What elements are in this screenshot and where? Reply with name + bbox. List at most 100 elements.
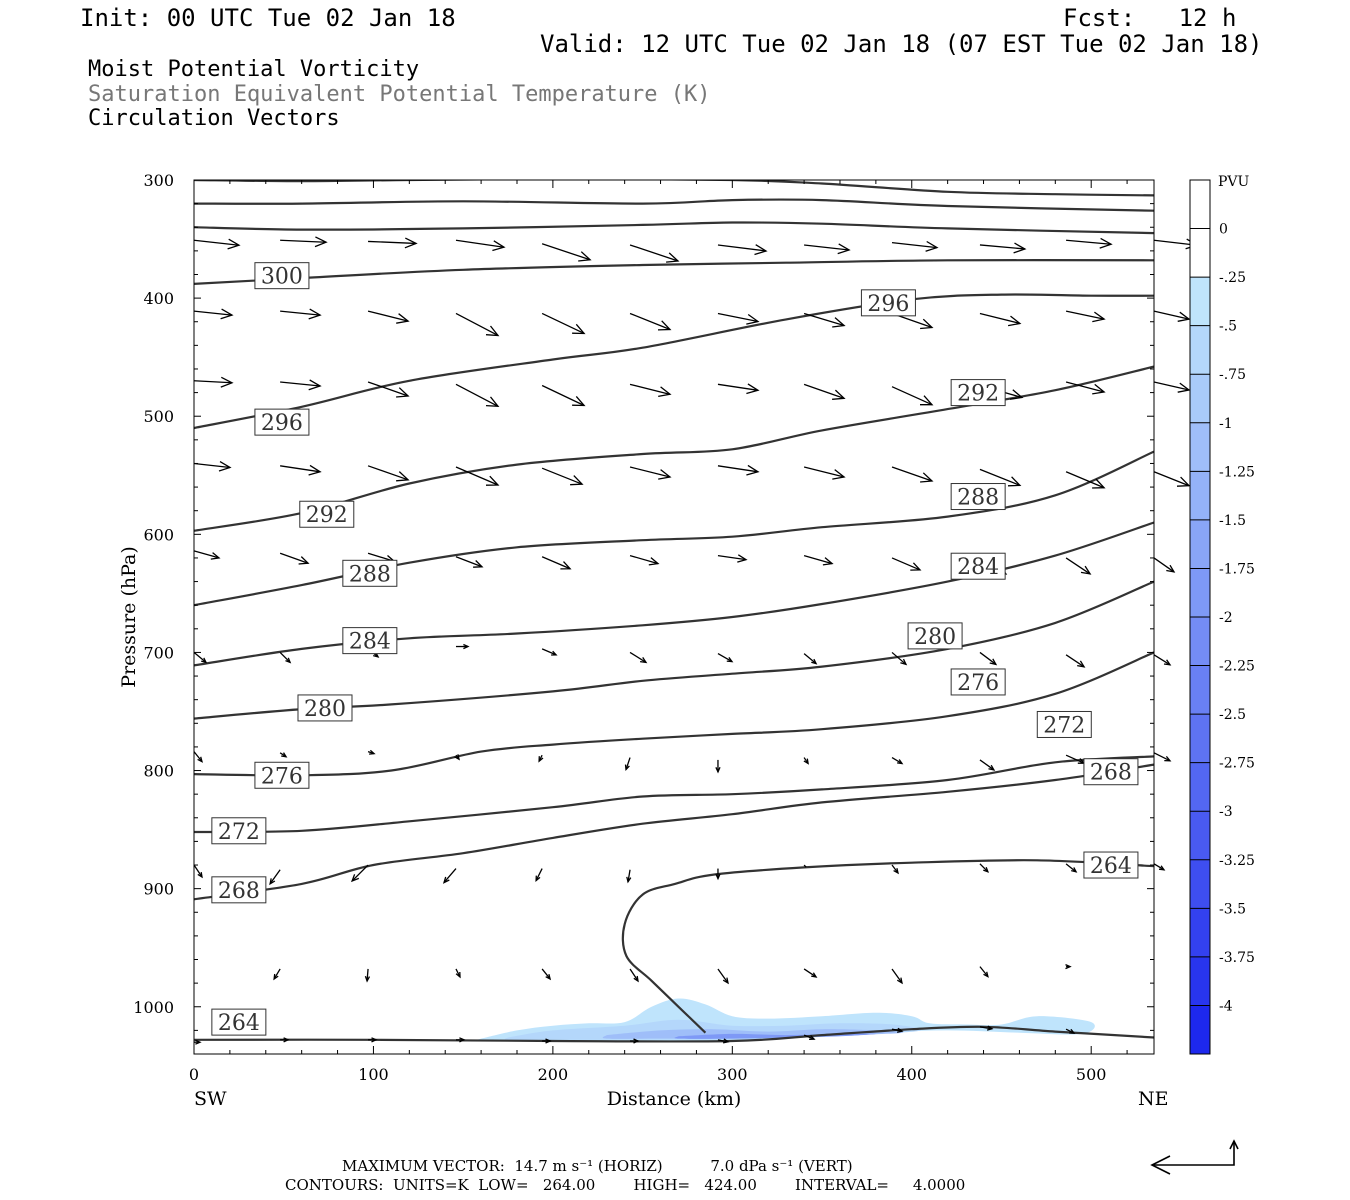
circulation-vector — [193, 864, 203, 879]
colorbar-swatch — [1190, 422, 1210, 472]
field-title-pv: Moist Potential Vorticity — [88, 57, 420, 82]
contour-label: 292 — [950, 379, 1006, 407]
circulation-vector — [367, 465, 410, 482]
colorbar-label: -1.75 — [1219, 561, 1255, 577]
circulation-vector — [350, 864, 369, 883]
circulation-vector — [715, 759, 721, 774]
circulation-vector — [1153, 471, 1191, 487]
max-vector-note: MAXIMUM VECTOR: 14.7 m s⁻¹ (HORIZ) 7.0 d… — [342, 1157, 853, 1175]
circulation-vector — [541, 243, 592, 262]
circulation-vector — [715, 868, 721, 881]
plot-frame — [193, 179, 1155, 1055]
x-tick-label: 0 — [189, 1065, 199, 1084]
circulation-vector — [803, 554, 834, 566]
circulation-vector — [269, 869, 281, 886]
circulation-vector — [1065, 654, 1086, 668]
circulation-vector — [193, 651, 208, 664]
circulation-vector — [538, 754, 544, 763]
circulation-vector — [364, 968, 371, 983]
svg-text:276: 276 — [261, 764, 303, 789]
circulation-vector — [1065, 310, 1106, 323]
circulation-vector — [1065, 381, 1106, 395]
colorbar-label: -1.25 — [1219, 464, 1255, 480]
circulation-vector — [442, 868, 457, 884]
circulation-vector — [717, 1038, 730, 1044]
x-tick-label: 300 — [717, 1065, 748, 1084]
circulation-vector — [280, 236, 328, 248]
theta-es-contour — [194, 763, 1154, 901]
circulation-vector — [891, 651, 908, 666]
circulation-vector — [979, 1025, 994, 1031]
colorbar-swatch — [1190, 325, 1210, 375]
circulation-vector — [193, 461, 232, 472]
svg-text:288: 288 — [957, 486, 999, 511]
colorbar-label: -2.75 — [1219, 756, 1255, 772]
circulation-vector — [717, 554, 748, 563]
colorbar-label: -1.5 — [1219, 513, 1246, 529]
colorbar-label: -3.25 — [1219, 853, 1255, 869]
circulation-vector — [803, 466, 846, 480]
circulation-vectors — [193, 236, 1199, 1045]
colorbar-swatch — [1190, 471, 1210, 521]
colorbar-swatch — [1190, 859, 1210, 909]
circulation-vector — [273, 968, 281, 981]
init-time: Init: 00 UTC Tue 02 Jan 18 — [80, 4, 456, 32]
circulation-vector — [279, 552, 310, 565]
axes: 300 400 500 600 700 800 900 1000 0 100 200 300 400 50… — [133, 171, 1154, 1084]
circulation-vector — [1153, 752, 1172, 762]
y-tick-label: 1000 — [133, 998, 174, 1017]
reference-vector — [1150, 1139, 1239, 1175]
circulation-vector — [717, 312, 760, 325]
svg-text:296: 296 — [867, 292, 909, 317]
circulation-vector — [626, 869, 632, 884]
circulation-vector — [979, 759, 996, 771]
colorbar-swatch — [1190, 811, 1210, 861]
theta-es-contour — [194, 450, 1154, 607]
circulation-vector — [803, 653, 818, 665]
y-tick-label: 900 — [143, 880, 174, 899]
svg-text:272: 272 — [1043, 713, 1085, 738]
theta-es-contour — [194, 755, 1154, 834]
circulation-vector — [717, 653, 734, 663]
circulation-vector — [1153, 381, 1191, 393]
y-tick-label: 800 — [143, 762, 174, 781]
circulation-vector — [368, 1037, 378, 1043]
contour-label: 272 — [1036, 710, 1092, 738]
contour-label: 268 — [1083, 758, 1139, 786]
circulation-vector — [891, 240, 939, 252]
theta-es-contour — [194, 221, 1154, 235]
circulation-vector — [891, 1027, 904, 1033]
svg-text:296: 296 — [261, 411, 303, 436]
contour-label: 300 — [254, 262, 310, 290]
svg-text:264: 264 — [218, 1011, 260, 1036]
svg-text:264: 264 — [1090, 854, 1132, 879]
circulation-vector — [803, 968, 818, 978]
circulation-vector — [629, 312, 672, 331]
circulation-vector — [803, 1034, 816, 1040]
circulation-vector — [367, 310, 410, 324]
circulation-vector — [542, 1038, 552, 1044]
x-tick-label: 400 — [896, 1065, 927, 1084]
circulation-vector — [280, 308, 322, 320]
colorbar-swatch — [1190, 908, 1210, 958]
colorbar-label: -1 — [1219, 416, 1233, 432]
colorbar-unit: PVU — [1218, 174, 1250, 190]
contour-label: 264 — [211, 1008, 267, 1036]
circulation-vector — [891, 968, 903, 985]
contour-label: 264 — [1083, 851, 1139, 879]
circulation-vector — [541, 648, 558, 656]
circulation-vector — [541, 467, 584, 486]
circulation-vector — [367, 749, 376, 755]
colorbar-swatch — [1190, 568, 1210, 618]
circulation-vector — [193, 308, 234, 320]
colorbar-swatch — [1190, 374, 1210, 424]
circulation-vector — [629, 466, 672, 480]
circulation-vector — [1153, 557, 1176, 573]
circulation-vector — [891, 466, 934, 483]
circulation-vector — [541, 556, 572, 570]
colorbar-label: -2.5 — [1219, 707, 1246, 723]
circulation-vector — [194, 1039, 202, 1045]
y-tick-label: 300 — [143, 171, 174, 190]
svg-text:292: 292 — [957, 382, 999, 407]
circulation-vector — [193, 238, 241, 250]
